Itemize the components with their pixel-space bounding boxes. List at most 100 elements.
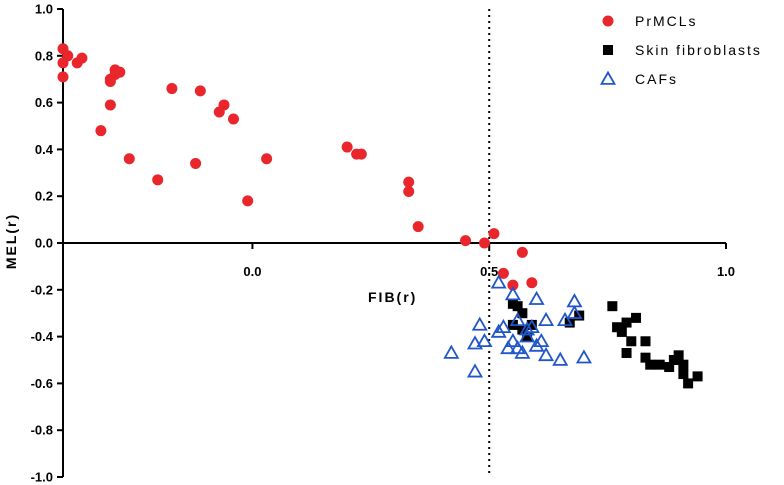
data-point — [512, 301, 523, 312]
data-point — [556, 311, 574, 326]
data-point — [537, 347, 555, 362]
data-point — [621, 347, 632, 358]
data-point — [403, 176, 415, 188]
data-point — [683, 378, 694, 389]
data-point — [514, 344, 531, 359]
data-point — [533, 332, 550, 348]
legend-label: PrMCLs — [635, 13, 698, 29]
data-point — [490, 323, 507, 338]
data-point — [497, 267, 509, 279]
y-tick-label: 0.0 — [35, 236, 53, 251]
y-tick-label: -0.6 — [31, 376, 53, 391]
data-point — [114, 66, 126, 78]
data-point — [528, 290, 545, 305]
data-point — [495, 318, 512, 334]
data-point — [213, 106, 225, 118]
data-point — [242, 195, 254, 207]
data-point — [566, 293, 583, 308]
data-point — [616, 326, 627, 337]
legend-label: CAFs — [635, 71, 678, 87]
data-point — [341, 141, 353, 153]
data-point — [664, 362, 675, 373]
data-point — [640, 352, 651, 363]
data-point — [478, 237, 490, 249]
data-point — [654, 359, 665, 370]
data-point — [194, 85, 206, 97]
data-point — [261, 153, 273, 165]
legend-marker — [602, 15, 614, 27]
data-point — [528, 337, 545, 352]
data-point — [403, 186, 415, 198]
data-point — [104, 99, 116, 111]
y-tick-label: 0.6 — [35, 95, 53, 110]
x-axis-title: FIB(r) — [368, 289, 417, 305]
data-point — [355, 148, 367, 160]
data-point — [412, 221, 424, 233]
data-point — [526, 277, 538, 289]
data-point — [692, 371, 703, 382]
y-tick-label: -0.4 — [31, 329, 54, 344]
data-point — [227, 113, 239, 125]
x-tick-label: 0.0 — [243, 264, 261, 279]
data-point — [123, 153, 135, 165]
y-tick-label: 1.0 — [35, 2, 53, 17]
data-point — [57, 71, 69, 83]
y-tick-label: 0.2 — [35, 189, 53, 204]
y-tick-label: -0.2 — [31, 282, 53, 297]
data-point — [575, 349, 592, 364]
data-point — [673, 350, 684, 361]
data-point — [488, 228, 500, 240]
data-point — [504, 332, 521, 348]
y-tick-label: -0.8 — [31, 423, 53, 438]
legend-marker — [599, 70, 617, 85]
data-point — [621, 317, 632, 328]
data-point — [607, 301, 618, 312]
legend-label: Skin fibroblasts — [635, 42, 762, 58]
series-cafs — [443, 274, 592, 378]
legend: PrMCLs Skin fibroblasts CAFs — [599, 13, 762, 87]
y-tick-label: 0.4 — [35, 142, 54, 157]
data-point — [645, 359, 656, 370]
data-point — [466, 363, 484, 378]
data-points — [57, 43, 703, 389]
y-tick-label: 0.8 — [35, 48, 53, 63]
y-axis-title: MEL(r) — [3, 213, 19, 269]
data-point — [504, 286, 521, 301]
legend-marker — [603, 45, 613, 55]
data-point — [460, 235, 472, 247]
data-point — [152, 174, 164, 186]
data-point — [104, 76, 116, 88]
axes — [62, 9, 726, 477]
data-point — [517, 308, 528, 319]
data-point — [95, 125, 107, 137]
data-point — [552, 351, 569, 366]
data-point — [516, 246, 528, 258]
data-point — [471, 316, 488, 331]
data-point — [678, 369, 689, 380]
x-tick-label: 1.0 — [717, 264, 735, 279]
series-prmcls — [57, 43, 538, 291]
data-point — [519, 328, 536, 343]
data-point — [566, 304, 583, 319]
data-point — [190, 157, 202, 169]
data-point — [76, 52, 88, 64]
y-tick-label: -1.0 — [31, 470, 53, 485]
data-point — [509, 311, 526, 326]
data-point — [631, 312, 642, 323]
x-tick-label: 0.5 — [480, 264, 498, 279]
data-point — [519, 321, 536, 336]
data-point — [640, 336, 651, 347]
data-point — [500, 339, 517, 355]
data-point — [537, 311, 555, 326]
data-point — [626, 336, 637, 347]
data-point — [678, 359, 689, 370]
data-point — [476, 332, 493, 348]
data-point — [443, 344, 460, 359]
data-point — [466, 335, 484, 350]
data-point — [166, 83, 178, 95]
data-point — [526, 319, 537, 330]
data-point — [490, 274, 507, 289]
data-point — [57, 57, 69, 69]
tick-labels: 1.0 0.8 0.6 0.4 0.2 0.0 -0.2 -0.4 -0.6 -0.8 -1.0 0.… — [31, 2, 735, 485]
